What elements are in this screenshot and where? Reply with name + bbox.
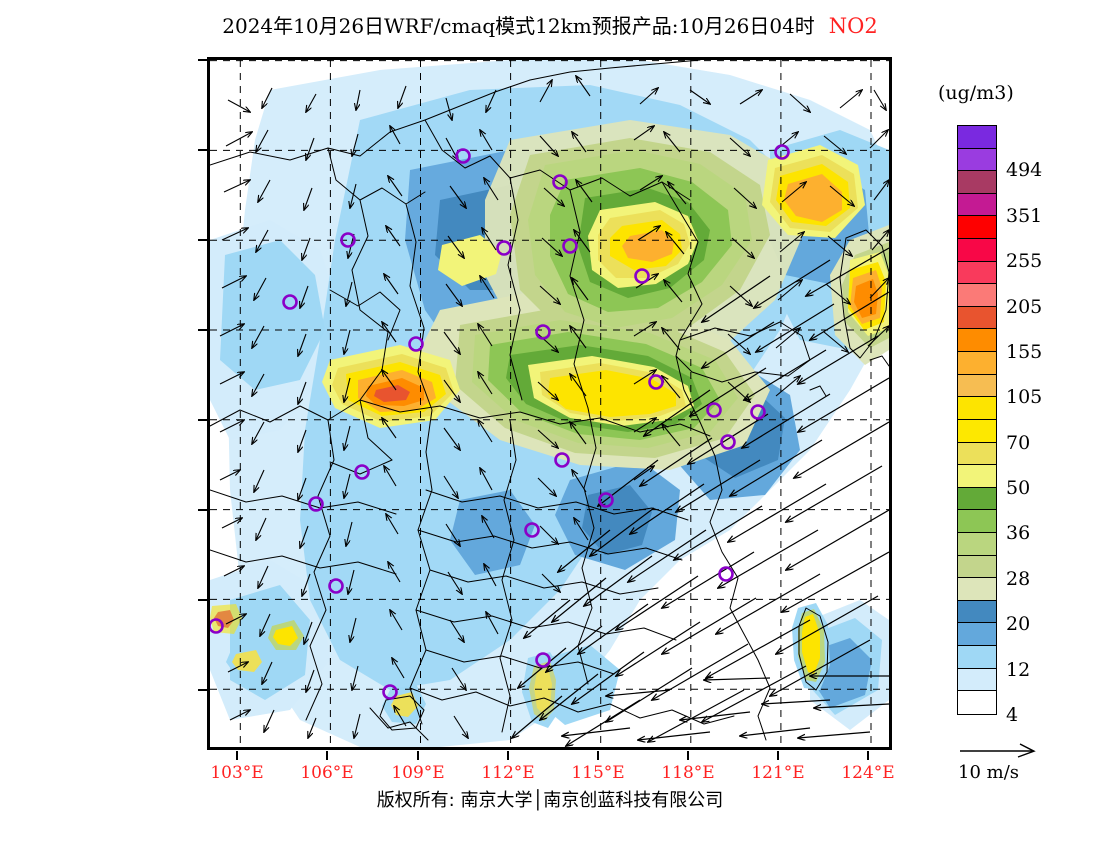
- colorbar-tick-label: 105: [1006, 386, 1043, 409]
- lat-tick: [198, 59, 207, 61]
- colorbar-band: [958, 487, 996, 511]
- lon-tick: [507, 751, 509, 760]
- title-species-label: NO2: [828, 14, 878, 38]
- colorbar-band: [958, 646, 996, 669]
- map-plot-area[interactable]: [207, 57, 892, 750]
- colorbar-band: [958, 397, 996, 420]
- lat-tick: [198, 149, 207, 151]
- colorbar-band: [958, 261, 996, 285]
- colorbar-tick-label: 205: [1006, 295, 1043, 318]
- colorbar-band: [958, 216, 996, 240]
- wind-vector-field: [219, 76, 889, 746]
- lat-tick: [198, 689, 207, 691]
- colorbar-band: [958, 306, 996, 330]
- title-text: 2024年10月26日WRF/cmaq模式12km预报产品:10月26日04时: [222, 14, 815, 38]
- colorbar-band: [958, 352, 996, 375]
- copyright-footer: 版权所有: 南京大学│南京创蓝科技有限公司: [376, 790, 724, 811]
- colorbar-tick-label: 28: [1006, 567, 1031, 590]
- colorbar-tick-label: 155: [1006, 340, 1043, 363]
- colorbar-tick-label: 351: [1006, 204, 1043, 227]
- colorbar-band: [958, 329, 996, 353]
- lat-tick: [198, 239, 207, 241]
- colorbar-tick-label: 70: [1006, 431, 1031, 454]
- lat-tick: [198, 329, 207, 331]
- lon-tick: [687, 751, 689, 760]
- colorbar-tick-label: 36: [1006, 522, 1031, 545]
- colorbar-tick-label: 20: [1006, 613, 1031, 636]
- lon-tick: [417, 751, 419, 760]
- wind-scale-label: 10 m/s: [958, 762, 1019, 783]
- map-canvas: [210, 60, 889, 747]
- lat-tick: [198, 509, 207, 511]
- colorbar-band: [958, 171, 996, 194]
- colorbar-band: [958, 193, 996, 217]
- colorbar-tick-label: 255: [1006, 250, 1043, 273]
- lon-label-5: 118°E: [661, 763, 715, 783]
- colorbar-band: [958, 239, 996, 262]
- colorbar-band: [958, 510, 996, 533]
- concentration-field: [210, 60, 889, 747]
- colorbar-tick-label: 4: [1006, 704, 1019, 726]
- colorbar-band: [958, 126, 996, 149]
- lat-tick: [198, 599, 207, 601]
- lon-label-6: 121°E: [751, 763, 805, 783]
- lon-label-3: 112°E: [481, 763, 535, 783]
- colorbar-tick-label: 494: [1006, 159, 1043, 182]
- colorbar-band: [958, 578, 996, 601]
- arrow-right-icon: [960, 743, 1036, 758]
- colorbar-band: [958, 374, 996, 398]
- colorbar-band: [958, 555, 996, 579]
- colorbar[interactable]: [957, 125, 997, 715]
- lon-tick: [867, 751, 869, 760]
- lon-label-7: 124°E: [841, 763, 895, 783]
- lon-tick: [236, 751, 238, 760]
- lon-tick: [777, 751, 779, 760]
- lon-label-0: 103°E: [210, 763, 264, 783]
- colorbar-band: [958, 623, 996, 647]
- colorbar-band: [958, 668, 996, 692]
- lon-tick: [326, 751, 328, 760]
- colorbar-tick-label: 50: [1006, 477, 1031, 500]
- wind-scale-key: 10 m/s: [958, 742, 1078, 788]
- colorbar-band: [958, 442, 996, 466]
- colorbar-band: [958, 419, 996, 443]
- lat-tick: [198, 419, 207, 421]
- colorbar-units-label: (ug/m3): [938, 82, 1014, 104]
- colorbar-band: [958, 148, 996, 172]
- colorbar-band: [958, 600, 996, 624]
- colorbar-tick-label: 12: [1006, 658, 1031, 681]
- lon-tick: [597, 751, 599, 760]
- city-markers[interactable]: [210, 144, 790, 700]
- lon-label-4: 115°E: [571, 763, 625, 783]
- lon-label-1: 106°E: [300, 763, 354, 783]
- lon-label-2: 109°E: [391, 763, 445, 783]
- colorbar-band: [958, 691, 996, 714]
- colorbar-band: [958, 465, 996, 488]
- colorbar-band: [958, 284, 996, 307]
- page-title: 2024年10月26日WRF/cmaq模式12km预报产品:10月26日04时 N…: [0, 10, 1100, 39]
- colorbar-band: [958, 532, 996, 556]
